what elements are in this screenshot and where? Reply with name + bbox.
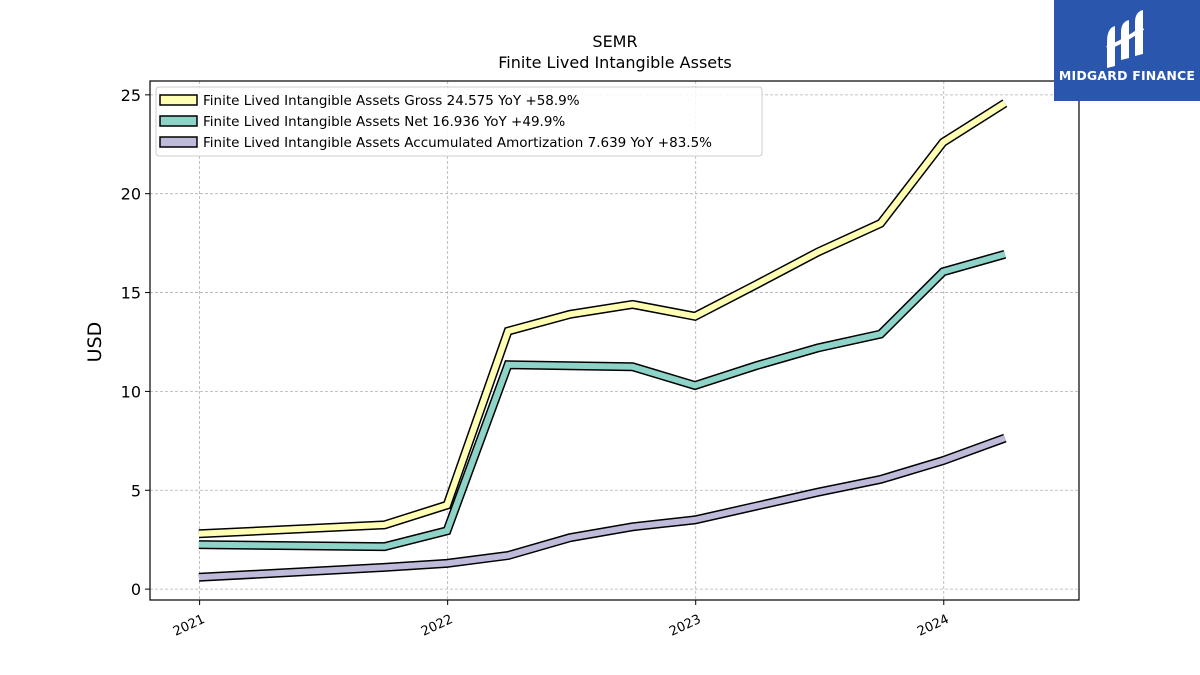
series-line-outline-2 [198, 249, 1007, 552]
legend: Finite Lived Intangible Assets Gross 24.… [155, 86, 763, 157]
y-tick-label: 20 [121, 185, 141, 204]
legend-label-1: Finite Lived Intangible Assets Gross 24.… [203, 93, 580, 109]
chart-title-ticker: SEMR [592, 32, 637, 51]
series-line-2 [198, 251, 1006, 550]
series-line-1 [198, 100, 1007, 537]
series-line-outline-3 [198, 433, 1007, 582]
legend-box [155, 86, 763, 157]
y-axis-label: USD [84, 322, 106, 363]
x-tick-label: 2023 [667, 612, 703, 640]
x-tick-label: 2024 [915, 612, 951, 640]
series-line-3 [198, 435, 1006, 581]
x-tick-label: 2022 [419, 612, 455, 640]
brand-logo: MIDGARD FINANCE [1054, 0, 1200, 101]
legend-swatch-3 [159, 136, 198, 148]
y-axis: 0 5 10 15 20 25 [121, 86, 150, 599]
grid [150, 81, 1079, 600]
chart-title: Finite Lived Intangible Assets [498, 53, 731, 72]
series-line-outline-1 [198, 99, 1008, 539]
legend-label-2: Finite Lived Intangible Assets Net 16.93… [203, 114, 565, 130]
x-tick-label: 2021 [171, 612, 207, 640]
brand-name: MIDGARD FINANCE [1058, 68, 1196, 83]
legend-swatch-1 [159, 94, 198, 106]
legend-swatch-2 [159, 115, 198, 127]
series-lines [198, 99, 1008, 582]
plot-frame [149, 80, 1080, 601]
y-tick-label: 5 [131, 481, 141, 500]
legend-label-3: Finite Lived Intangible Assets Accumulat… [203, 135, 712, 151]
y-tick-label: 10 [121, 382, 141, 401]
y-tick-label: 15 [121, 284, 141, 303]
y-tick-label: 25 [121, 86, 141, 105]
y-tick-label: 0 [131, 580, 141, 599]
x-axis: 2021 2022 2023 2024 [171, 600, 951, 640]
midgard-logo-icon [1106, 10, 1145, 68]
